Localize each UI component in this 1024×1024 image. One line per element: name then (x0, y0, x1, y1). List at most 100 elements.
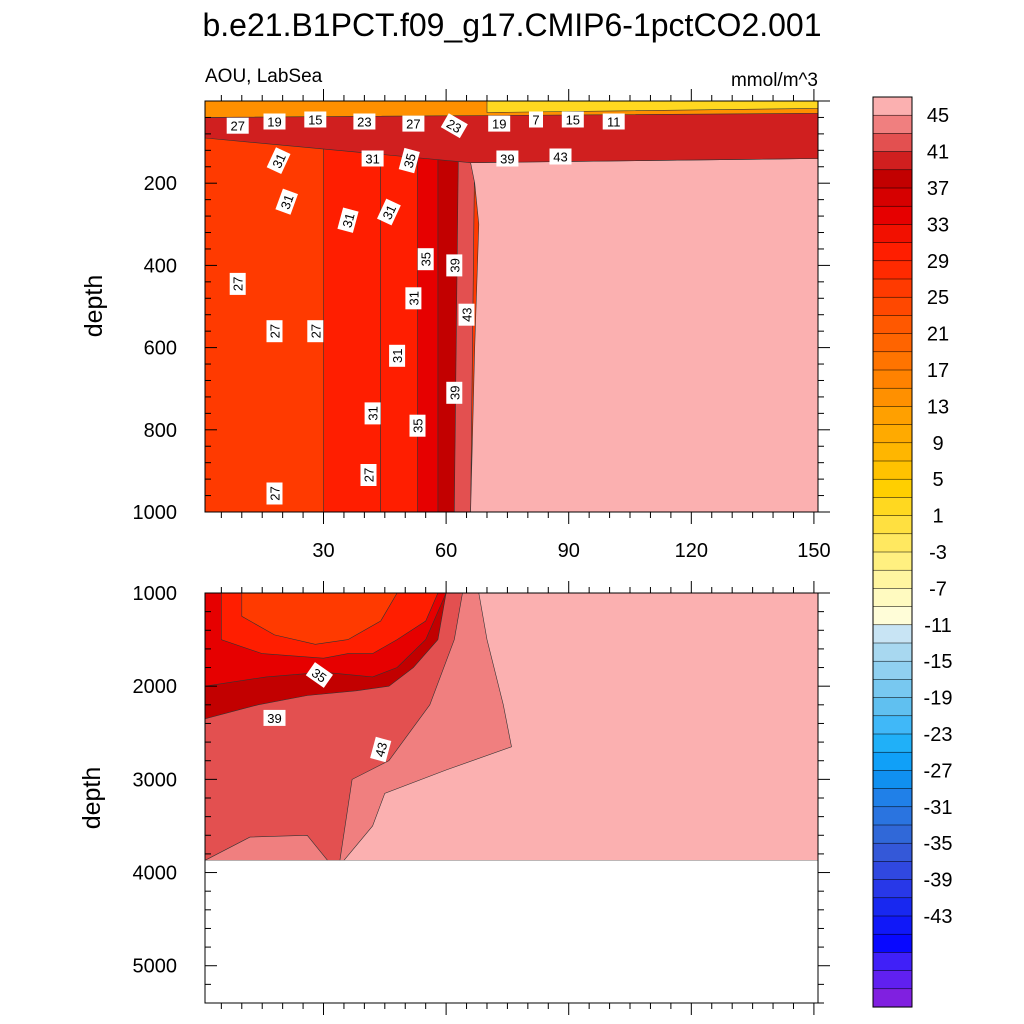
upper-contour-labels: 27 19 15 23 27 23 19 7 15 11 39 43 31 31 35 31 31 31 35 39 2… (226, 111, 625, 505)
colorbar-label: 1 (932, 506, 943, 528)
colorbar-label: -3 (929, 542, 947, 564)
upper-contour-label: 7 (529, 111, 543, 128)
figure-title: b.e21.B1PCT.f09_g17.CMIP6-1pctCO2.001 (202, 7, 821, 43)
upper-y-tick-label: 800 (144, 420, 177, 442)
contour-label-text: 15 (566, 113, 580, 128)
colorbar-box (872, 642, 913, 662)
colorbar-label: 25 (927, 287, 949, 309)
contour-label-text: 27 (230, 119, 244, 134)
upper-y-tick-label: 600 (144, 338, 177, 360)
colorbar-label: 21 (927, 324, 949, 346)
contour-label-text: 43 (553, 150, 567, 165)
upper-contour-fill (205, 101, 818, 512)
contour-label-box (561, 111, 584, 128)
lower-y-tick-label: 2000 (133, 676, 178, 698)
contour-label-text: 19 (492, 117, 506, 132)
upper-contour-label: 31 (377, 198, 401, 226)
contour-label-text: 27 (268, 486, 283, 500)
colorbar-box (872, 278, 913, 298)
contour-label-text: 35 (401, 152, 419, 170)
colorbar-label: -23 (924, 724, 953, 746)
colorbar-box (872, 114, 913, 134)
upper-contour-label: 35 (409, 414, 426, 437)
upper-contour-label: 35 (398, 147, 420, 174)
colorbar-box (872, 424, 913, 444)
colorbar-box (872, 569, 913, 589)
upper-contour-label: 31 (364, 402, 381, 425)
upper-contour-label: 11 (602, 113, 625, 130)
upper-region-6 (470, 158, 818, 512)
colorbar-box (872, 861, 913, 881)
colorbar-box (872, 715, 913, 735)
contour-label-box (377, 198, 401, 226)
colorbar-box (872, 333, 913, 353)
colorbar-box (872, 679, 913, 699)
colorbar-box (872, 879, 913, 899)
colorbar-label: -15 (924, 651, 953, 673)
upper-y-tick-label: 1000 (133, 502, 178, 524)
colorbar-box (872, 624, 913, 644)
colorbar-box (872, 915, 913, 935)
colorbar-box (872, 697, 913, 717)
contour-label-text: 19 (267, 115, 281, 130)
colorbar-label: 37 (927, 178, 949, 200)
colorbar-label: -43 (924, 906, 953, 928)
colorbar-box (872, 788, 913, 808)
lower-y-tick-label: 5000 (133, 956, 178, 978)
contour-label-box (266, 482, 283, 505)
contour-label-box (446, 254, 463, 277)
upper-contour-label: 23 (353, 113, 376, 130)
x-tick-label: 60 (435, 540, 457, 562)
colorbar-label: -35 (924, 833, 953, 855)
contour-label-text: 35 (411, 418, 426, 432)
contour-label-text: 31 (406, 291, 421, 305)
colorbar-box (872, 897, 913, 917)
colorbar-box (872, 515, 913, 535)
contour-label-box (405, 287, 422, 310)
contour-label-box (229, 272, 246, 295)
colorbar-box (872, 842, 913, 862)
contour-label-text: 43 (460, 307, 475, 321)
upper-contour-label: 19 (263, 113, 286, 130)
x-tick-label: 120 (675, 540, 708, 562)
colorbar-box (872, 660, 913, 680)
colorbar-box (872, 478, 913, 498)
upper-contour-label: 39 (446, 254, 463, 277)
contour-label-text: 35 (309, 665, 329, 686)
lower-panel: 35 39 43 1000 2000 3000 4000 5000 depth (78, 581, 830, 1015)
upper-contour-label: 27 (266, 320, 283, 343)
contour-label-text: 31 (379, 202, 399, 221)
upper-contour-label: 31 (266, 147, 291, 174)
contour-label-box (353, 113, 376, 130)
colorbar-label: -11 (924, 615, 951, 637)
upper-contour-label: 15 (561, 111, 584, 128)
contour-label-text: 11 (607, 115, 621, 130)
colorbar-box (872, 460, 913, 480)
x-tick-label: 30 (312, 540, 334, 562)
lower-y-tick-label: 1000 (133, 583, 178, 605)
contour-label-box (360, 464, 377, 486)
contour-label-box (337, 207, 359, 233)
contour-label-box (496, 150, 519, 167)
colorbar-frame (872, 96, 913, 1008)
colorbar-box (872, 351, 913, 371)
x-tick-label: 90 (558, 540, 580, 562)
upper-contour-label: 39 (446, 381, 463, 404)
contour-label-box (440, 113, 468, 139)
colorbar-label: 29 (927, 251, 949, 273)
contour-label-box (364, 402, 381, 425)
colorbar-box (872, 315, 913, 335)
contour-label-text: 31 (269, 151, 289, 170)
contour-label-box (307, 320, 324, 343)
contour-label-text: 31 (366, 406, 381, 420)
contour-label-box (266, 147, 291, 174)
lower-contour-fill (205, 593, 818, 1003)
upper-region-9 (486, 101, 818, 113)
contour-label-text: 27 (231, 277, 246, 291)
contour-label-box (549, 148, 572, 165)
contour-label-box (361, 150, 384, 167)
upper-y-axis-label: depth (80, 275, 108, 338)
colorbar-box (872, 551, 913, 571)
contour-label-box (226, 117, 249, 134)
upper-contour-label: 31 (275, 188, 298, 215)
